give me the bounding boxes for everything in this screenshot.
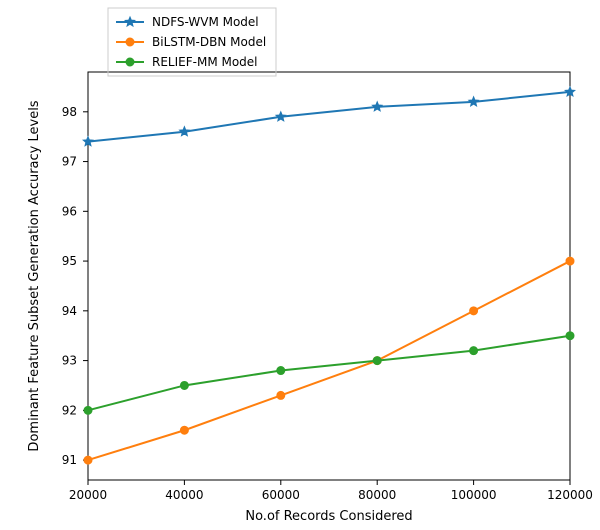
series-marker-star — [276, 112, 286, 121]
y-axis-label: Dominant Feature Subset Generation Accur… — [27, 100, 42, 451]
series-marker-circle — [373, 357, 381, 365]
legend-label: BiLSTM-DBN Model — [152, 35, 266, 49]
y-tick-label: 98 — [62, 105, 77, 119]
x-tick-label: 120000 — [547, 488, 593, 502]
series-marker-star — [83, 137, 93, 146]
series-marker-circle — [470, 307, 478, 315]
x-tick-label: 100000 — [451, 488, 497, 502]
legend-label: NDFS-WVM Model — [152, 15, 259, 29]
series-marker-circle — [566, 257, 574, 265]
x-tick-label: 20000 — [69, 488, 107, 502]
y-tick-label: 93 — [62, 354, 77, 368]
y-tick-label: 94 — [62, 304, 77, 318]
legend-swatch-star-icon — [125, 17, 135, 26]
y-tick-label: 96 — [62, 204, 77, 218]
y-tick-label: 92 — [62, 403, 77, 417]
series-marker-circle — [84, 456, 92, 464]
series-marker-circle — [470, 347, 478, 355]
y-tick-label: 95 — [62, 254, 77, 268]
series-marker-circle — [180, 426, 188, 434]
series-marker-circle — [84, 406, 92, 414]
x-tick-label: 40000 — [165, 488, 203, 502]
series-marker-circle — [566, 332, 574, 340]
series-marker-star — [372, 102, 382, 111]
y-tick-label: 97 — [62, 155, 77, 169]
series-marker-circle — [277, 367, 285, 375]
series-line — [88, 261, 570, 460]
series-marker-star — [565, 87, 575, 96]
series-marker-star — [469, 97, 479, 106]
series-marker-circle — [180, 381, 188, 389]
series-marker-circle — [277, 391, 285, 399]
x-tick-label: 80000 — [358, 488, 396, 502]
y-tick-label: 91 — [62, 453, 77, 467]
legend-label: RELIEF-MM Model — [152, 55, 258, 69]
line-chart: 20000 40000 60000 80000 100000 120000 91 92 93 94… — [0, 0, 600, 530]
x-tick-label: 60000 — [262, 488, 300, 502]
series-line — [88, 92, 570, 142]
legend-swatch-circle-icon — [126, 38, 134, 46]
x-axis-label: No.of Records Considered — [245, 509, 412, 524]
series-line — [88, 336, 570, 411]
series-marker-star — [180, 127, 190, 136]
legend-swatch-circle-icon — [126, 58, 134, 66]
